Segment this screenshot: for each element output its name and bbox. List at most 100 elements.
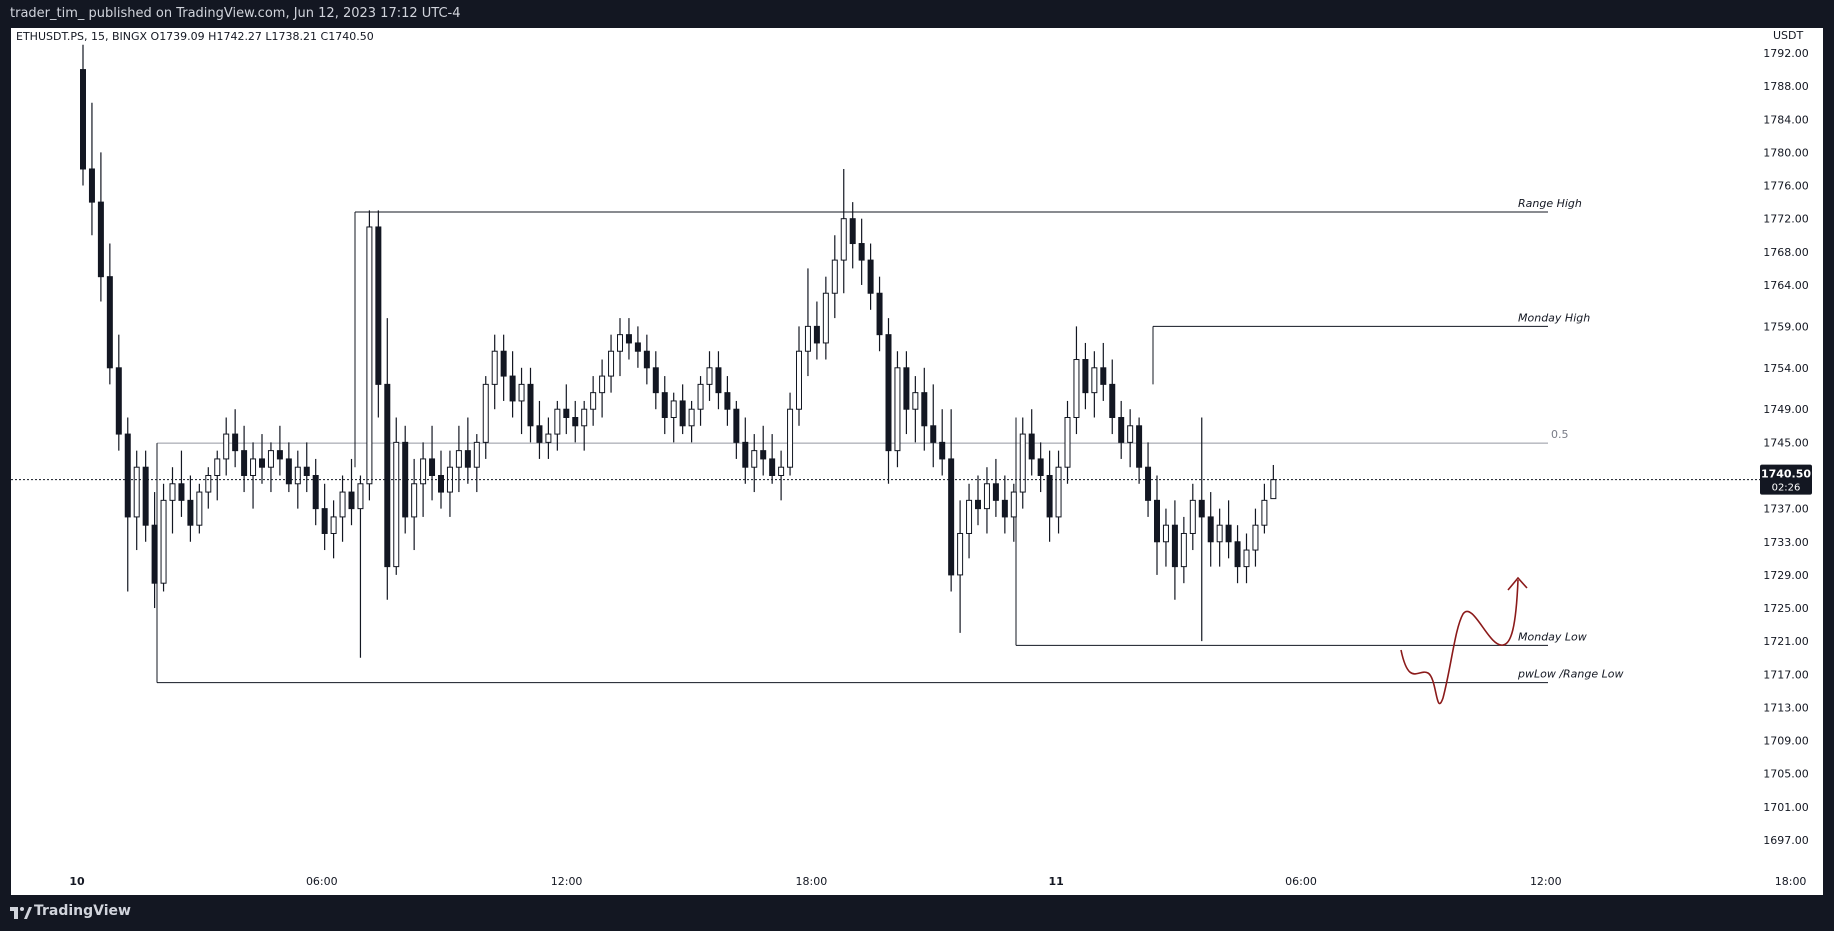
time-tick-label: 12:00 (551, 875, 583, 888)
candle-body (625, 334, 632, 344)
candle (939, 409, 946, 476)
candle (1046, 450, 1053, 542)
candle-body (420, 458, 427, 485)
candle (115, 334, 122, 451)
price-tick-label: 1717.00 (1763, 668, 1809, 681)
candle (1171, 500, 1178, 600)
candle-body (1243, 549, 1250, 568)
candle (652, 351, 659, 410)
price-tick-label: 1772.00 (1763, 213, 1809, 226)
candle-body (1028, 433, 1035, 460)
last-price-badge: 1740.50 02:26 (1760, 464, 1812, 495)
candle (608, 334, 615, 393)
candles (80, 44, 1277, 658)
publish-header: trader_tim_ published on TradingView.com… (0, 0, 1834, 28)
candle-body (992, 483, 999, 501)
price-tick-label: 1788.00 (1763, 80, 1809, 93)
candle-body (303, 466, 310, 476)
candle-body (429, 458, 436, 476)
candle-body (187, 499, 194, 526)
candle-body (885, 334, 892, 452)
price-tick-label: 1745.00 (1763, 436, 1809, 449)
candle (760, 425, 767, 476)
price-tick-label: 1697.00 (1763, 834, 1809, 847)
candle-body (509, 375, 516, 402)
candle (599, 359, 606, 418)
candle-body (608, 350, 615, 377)
candle-body (214, 458, 221, 476)
candle (169, 467, 176, 534)
candle (1127, 409, 1134, 468)
candle-body (1019, 433, 1026, 493)
chart-panel[interactable]: Range High Monday High 0.5 Monday Low pwLow … (11, 28, 1823, 895)
candle-body (321, 508, 328, 534)
candle-body (366, 226, 373, 485)
candle-body (88, 168, 95, 203)
candle-body (545, 433, 552, 443)
level-label: Monday High (1518, 311, 1590, 324)
candle (1037, 442, 1044, 493)
candle-body (250, 458, 257, 476)
candle (1010, 483, 1017, 542)
candle (124, 417, 131, 592)
candle (339, 475, 346, 542)
candle (679, 384, 686, 435)
time-tick-label: 18:00 (796, 875, 828, 888)
candle (205, 467, 212, 509)
candle (1028, 409, 1035, 476)
candle-body (554, 408, 561, 435)
candle (1252, 508, 1259, 567)
candle (894, 351, 901, 468)
candle (778, 450, 785, 501)
candle-body (348, 491, 355, 510)
candle-body (724, 392, 731, 410)
candle (966, 483, 973, 559)
candle (1136, 417, 1143, 484)
candle (992, 458, 999, 517)
candle (446, 450, 453, 517)
price-tick-label: 1759.00 (1763, 320, 1809, 333)
candle-body (769, 458, 776, 476)
candle-body (1216, 524, 1223, 543)
price-chart[interactable]: Range High Monday High 0.5 Monday Low pwLow … (11, 28, 1823, 895)
candle (473, 434, 480, 493)
candle (1091, 351, 1098, 418)
candle (554, 400, 561, 451)
time-tick-label: 18:00 (1775, 875, 1807, 888)
candle (858, 218, 865, 285)
candle-body (491, 350, 498, 385)
candle (742, 417, 749, 484)
candle-body (572, 417, 579, 427)
candle-body (912, 392, 919, 410)
candle (572, 400, 579, 443)
candle (1189, 483, 1196, 551)
candle (1270, 464, 1277, 500)
last-price-countdown: 02:26 (1772, 483, 1801, 494)
candle-body (876, 292, 883, 336)
candle (912, 376, 919, 443)
candle (840, 168, 847, 294)
candle-body (1207, 516, 1214, 543)
candle (303, 442, 310, 493)
candle-body (670, 400, 677, 419)
candle (787, 392, 794, 476)
candle-body (1064, 417, 1071, 468)
candle-body (312, 474, 319, 510)
candle (876, 276, 883, 352)
candle-body (930, 425, 937, 443)
candle (1234, 525, 1241, 584)
candle-body (1180, 532, 1187, 568)
candle (160, 483, 167, 592)
candle-body (822, 292, 829, 344)
candle-body (106, 276, 113, 369)
candle-body (178, 483, 185, 501)
candle (187, 475, 194, 542)
candle-body (357, 483, 364, 510)
candle (259, 434, 265, 484)
candle-body (482, 383, 489, 443)
candle (500, 334, 507, 401)
candle-body (1073, 359, 1080, 419)
candle (813, 301, 820, 360)
candle (751, 434, 758, 493)
candle-body (1154, 499, 1160, 543)
